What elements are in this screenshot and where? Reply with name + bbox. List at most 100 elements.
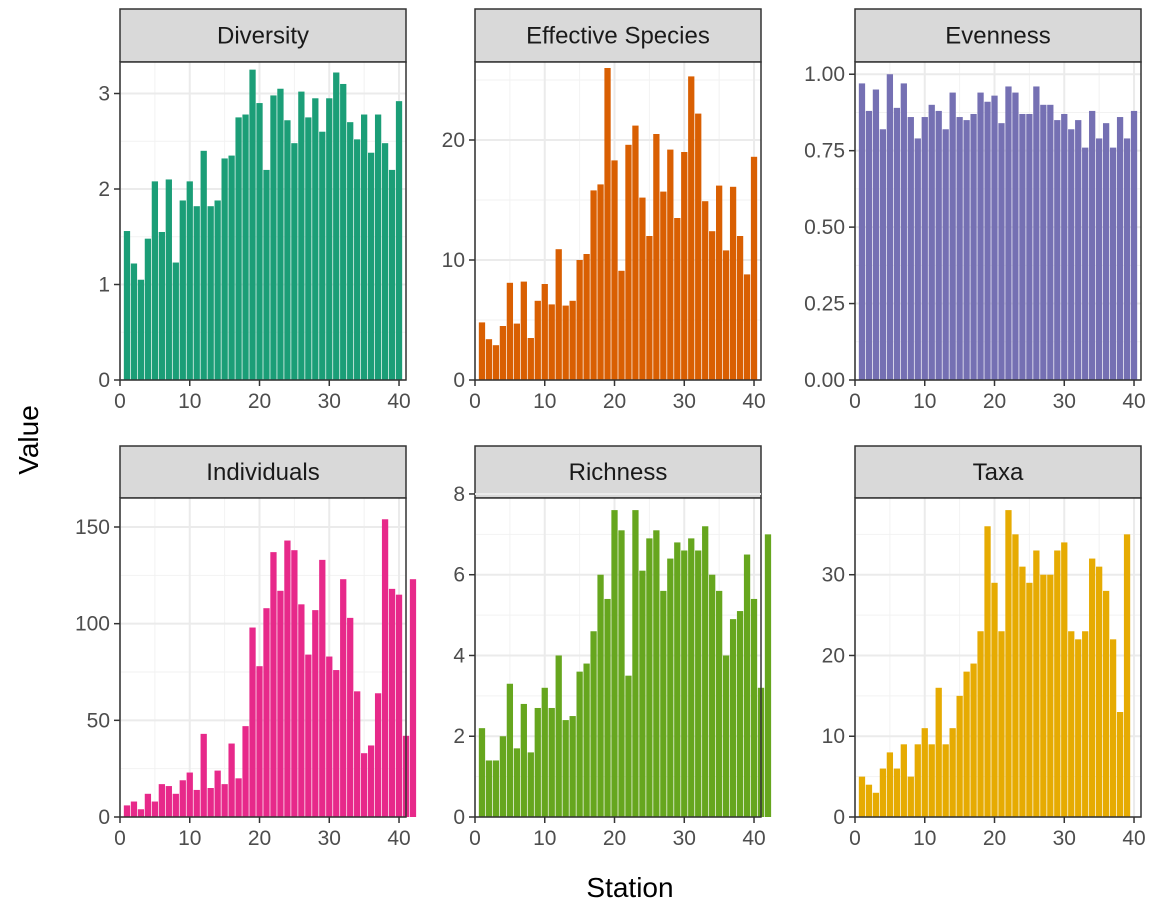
- bar: [764, 534, 772, 817]
- bar: [200, 733, 207, 817]
- bar: [381, 143, 389, 380]
- bar: [611, 510, 618, 817]
- facet-title: Taxa: [973, 459, 1024, 486]
- bar: [970, 113, 977, 380]
- bar: [729, 186, 737, 380]
- bar: [312, 610, 319, 817]
- bar: [1116, 117, 1124, 381]
- bar: [1054, 120, 1061, 380]
- y-tick-label: 0: [98, 369, 110, 392]
- y-tick-label: 30: [822, 564, 845, 587]
- panel-evenness: Evenness 0 10 20 30 40 0.00 0.25 0.50 0.75 1.00: [804, 8, 1146, 413]
- bar: [381, 519, 389, 817]
- bar: [485, 760, 493, 817]
- bar: [123, 231, 131, 380]
- x-tick-label: 30: [318, 390, 341, 413]
- bar: [326, 98, 333, 380]
- facet-title: Individuals: [206, 459, 319, 486]
- bar: [865, 784, 873, 817]
- y-tick-label: 100: [75, 613, 110, 636]
- y-tick-label: 0: [453, 806, 465, 829]
- bar: [284, 540, 291, 817]
- bar: [361, 753, 368, 817]
- bar: [1102, 123, 1110, 381]
- bar: [347, 122, 354, 380]
- x-tick-label: 20: [983, 390, 1006, 413]
- bar: [562, 305, 569, 380]
- bar: [872, 792, 880, 817]
- panel-effective-species: Effective Species 0 10 20 30 40 0 10 20: [442, 8, 766, 413]
- bar: [750, 156, 758, 380]
- bar: [130, 801, 138, 817]
- y-tick-label: 2: [453, 725, 465, 748]
- x-tick-label: 40: [387, 390, 410, 413]
- x-axis-title: Station: [586, 872, 673, 903]
- bar: [688, 76, 695, 381]
- bar: [722, 655, 730, 817]
- bar: [963, 671, 970, 817]
- bar: [333, 72, 340, 380]
- bar: [949, 92, 956, 381]
- bar: [583, 663, 590, 817]
- bar: [214, 200, 221, 380]
- bar: [1109, 147, 1117, 380]
- bar: [716, 590, 723, 817]
- bar: [151, 801, 159, 817]
- y-tick-label: 0.25: [804, 293, 845, 316]
- y-tick-label: 0: [453, 369, 465, 392]
- bar: [569, 716, 576, 817]
- bar: [736, 236, 744, 380]
- bar: [506, 683, 514, 817]
- x-tick-label: 0: [114, 827, 126, 850]
- bar: [249, 69, 256, 380]
- bar: [611, 160, 618, 380]
- bar: [388, 169, 396, 380]
- bar: [956, 117, 963, 381]
- x-tick-label: 30: [1053, 390, 1076, 413]
- bar: [499, 736, 507, 817]
- bar: [319, 131, 326, 380]
- bar: [221, 784, 228, 817]
- bar: [548, 707, 555, 817]
- x-tick-label: 0: [849, 827, 861, 850]
- bar: [221, 158, 228, 380]
- x-tick-label: 0: [469, 390, 481, 413]
- bar: [263, 608, 270, 817]
- bar: [214, 770, 221, 817]
- bar: [914, 138, 921, 380]
- bar: [893, 107, 900, 380]
- bar: [235, 117, 242, 380]
- bar: [681, 152, 688, 380]
- bar: [907, 117, 914, 381]
- bar: [653, 134, 660, 380]
- bar: [1123, 534, 1131, 817]
- x-tick-label: 10: [533, 827, 556, 850]
- bar: [354, 691, 361, 817]
- bar: [674, 542, 681, 817]
- facet-strip: [854, 8, 1142, 63]
- panel-border: [119, 61, 407, 381]
- bar: [1012, 534, 1019, 817]
- facet-title: Effective Species: [526, 23, 710, 50]
- bar: [534, 707, 541, 817]
- bar: [354, 139, 361, 380]
- bar: [674, 218, 681, 380]
- bar: [249, 627, 256, 817]
- bar: [555, 655, 562, 817]
- panel-richness: Richness 0 10 20 30 40 0 2 4 6 8: [453, 445, 772, 850]
- x-tick-label: 10: [533, 390, 556, 413]
- bar: [900, 744, 907, 817]
- bar: [750, 598, 758, 817]
- bar: [583, 254, 590, 380]
- bar: [340, 83, 347, 381]
- bar: [886, 74, 894, 380]
- bar: [1005, 86, 1012, 380]
- bar: [172, 793, 179, 817]
- bar: [653, 530, 660, 817]
- bar: [900, 83, 907, 381]
- bar: [618, 270, 625, 380]
- bar: [907, 776, 914, 817]
- facet-title: Richness: [569, 459, 668, 486]
- bar: [186, 772, 193, 817]
